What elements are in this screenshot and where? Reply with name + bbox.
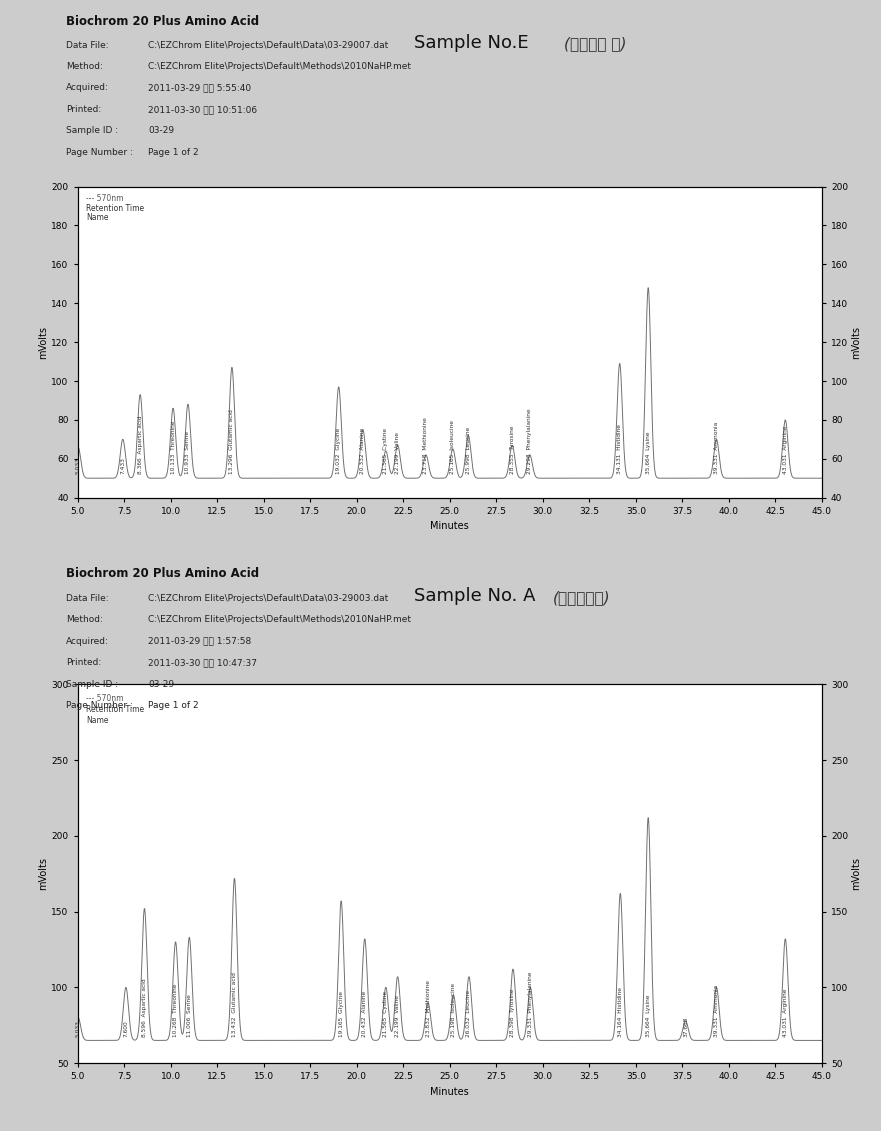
Text: Name: Name: [86, 716, 109, 725]
Text: 25.198  Isoleucine: 25.198 Isoleucine: [451, 983, 456, 1037]
Text: 10.933  Serine: 10.933 Serine: [185, 431, 190, 474]
Text: 21.565  Cystine: 21.565 Cystine: [383, 429, 389, 474]
Text: 23.832  Methionine: 23.832 Methionine: [426, 981, 431, 1037]
Text: 35.664  Lysine: 35.664 Lysine: [646, 432, 651, 474]
Text: 25.165  Isoleucine: 25.165 Isoleucine: [450, 421, 455, 474]
Text: 2011-03-29 오후 1:57:58: 2011-03-29 오후 1:57:58: [148, 637, 251, 646]
Text: Retention Time: Retention Time: [86, 204, 144, 213]
Text: Printed:: Printed:: [66, 658, 101, 667]
Text: 11.006  Serine: 11.006 Serine: [187, 994, 192, 1037]
Text: Printed:: Printed:: [66, 105, 101, 114]
Text: 5.033: 5.033: [76, 457, 81, 474]
Text: Data File:: Data File:: [66, 41, 108, 50]
Text: Method:: Method:: [66, 615, 103, 624]
Text: (일마장어 영): (일마장어 영): [564, 36, 626, 52]
Text: 26.032  Leucine: 26.032 Leucine: [466, 991, 471, 1037]
Text: C:\EZChrom Elite\Projects\Default\Data\03-29007.dat: C:\EZChrom Elite\Projects\Default\Data\0…: [148, 41, 389, 50]
Text: 19.165  Glycine: 19.165 Glycine: [338, 992, 344, 1037]
Y-axis label: mVolts: mVolts: [851, 857, 861, 890]
Text: 13.432  Glutamic acid: 13.432 Glutamic acid: [232, 973, 237, 1037]
Text: 7.600: 7.600: [123, 1020, 129, 1037]
Text: 8.596  Aspartic acid: 8.596 Aspartic acid: [142, 978, 147, 1037]
Text: Acquired:: Acquired:: [66, 84, 109, 93]
Text: C:\EZChrom Elite\Projects\Default\Data\03-29003.dat: C:\EZChrom Elite\Projects\Default\Data\0…: [148, 594, 389, 603]
Y-axis label: mVolts: mVolts: [851, 326, 861, 359]
Text: 34.131  Histidine: 34.131 Histidine: [618, 424, 622, 474]
Text: 29.331  Phenylalanine: 29.331 Phenylalanine: [528, 972, 533, 1037]
Text: Page 1 of 2: Page 1 of 2: [148, 148, 198, 157]
Text: 28.398  Tyrosine: 28.398 Tyrosine: [510, 988, 515, 1037]
Text: 39.331  Ammonia: 39.331 Ammonia: [714, 422, 719, 474]
Text: 20.332  Alanine: 20.332 Alanine: [360, 428, 366, 474]
Y-axis label: mVolts: mVolts: [39, 326, 48, 359]
Text: 10.268  Threonine: 10.268 Threonine: [173, 984, 178, 1037]
Text: Retention Time: Retention Time: [86, 705, 144, 714]
Text: Biochrom 20 Plus Amino Acid: Biochrom 20 Plus Amino Acid: [66, 15, 259, 28]
Text: Biochrom 20 Plus Amino Acid: Biochrom 20 Plus Amino Acid: [66, 567, 259, 580]
Text: --- 570nm: --- 570nm: [86, 693, 124, 702]
Text: 39.331  Ammonia: 39.331 Ammonia: [714, 985, 719, 1037]
Text: 19.032  Glycine: 19.032 Glycine: [337, 428, 341, 474]
Text: C:\EZChrom Elite\Projects\Default\Methods\2010NaHP.met: C:\EZChrom Elite\Projects\Default\Method…: [148, 615, 411, 624]
Text: 21.565  Cystine: 21.565 Cystine: [383, 991, 389, 1037]
Text: Page Number :: Page Number :: [66, 701, 133, 710]
Text: 43.031  Arginine: 43.031 Arginine: [783, 988, 788, 1037]
Text: 22.199  Valine: 22.199 Valine: [395, 432, 400, 474]
Text: Sample ID :: Sample ID :: [66, 680, 118, 689]
Text: 5.033: 5.033: [76, 1020, 81, 1037]
Text: 2011-03-29 오후 5:55:40: 2011-03-29 오후 5:55:40: [148, 84, 251, 93]
Text: Name: Name: [86, 213, 109, 222]
Text: 28.355  Tyrosine: 28.355 Tyrosine: [510, 425, 515, 474]
Text: Acquired:: Acquired:: [66, 637, 109, 646]
Text: 22.199  Valine: 22.199 Valine: [395, 995, 400, 1037]
Text: Page 1 of 2: Page 1 of 2: [148, 701, 198, 710]
Text: Page Number :: Page Number :: [66, 148, 133, 157]
Text: 25.998  Leucine: 25.998 Leucine: [466, 428, 470, 474]
Text: 34.164  Histidine: 34.164 Histidine: [618, 987, 623, 1037]
Text: --- 570nm: --- 570nm: [86, 195, 124, 204]
Text: (개백강어젖): (개백강어젖): [553, 589, 611, 605]
Text: 7.433: 7.433: [121, 457, 125, 474]
Y-axis label: mVolts: mVolts: [39, 857, 48, 890]
Text: C:\EZChrom Elite\Projects\Default\Methods\2010NaHP.met: C:\EZChrom Elite\Projects\Default\Method…: [148, 62, 411, 71]
Text: 2011-03-30 오전 10:47:37: 2011-03-30 오전 10:47:37: [148, 658, 257, 667]
Text: 03-29: 03-29: [148, 680, 174, 689]
Text: Method:: Method:: [66, 62, 103, 71]
Text: 2011-03-30 오전 10:51:06: 2011-03-30 오전 10:51:06: [148, 105, 257, 114]
X-axis label: Minutes: Minutes: [431, 1087, 469, 1097]
Text: 13.296  Glutamic acid: 13.296 Glutamic acid: [229, 409, 234, 474]
Text: Sample No.E: Sample No.E: [414, 34, 529, 52]
Text: 37.668: 37.668: [683, 1017, 688, 1037]
X-axis label: Minutes: Minutes: [431, 521, 469, 532]
Text: 8.366  Aspartic acid: 8.366 Aspartic acid: [137, 416, 143, 474]
Text: Sample No. A: Sample No. A: [414, 587, 536, 605]
Text: 03-29: 03-29: [148, 127, 174, 136]
Text: 29.298  Phenylalanine: 29.298 Phenylalanine: [527, 408, 532, 474]
Text: 20.432  Alanine: 20.432 Alanine: [362, 991, 367, 1037]
Text: 43.031  Arginine: 43.031 Arginine: [783, 425, 788, 474]
Text: 23.718  Methionine: 23.718 Methionine: [424, 417, 428, 474]
Text: 10.133  Threonine: 10.133 Threonine: [171, 421, 175, 474]
Text: 35.664  Lysine: 35.664 Lysine: [646, 995, 651, 1037]
Text: Sample ID :: Sample ID :: [66, 127, 118, 136]
Text: Data File:: Data File:: [66, 594, 108, 603]
